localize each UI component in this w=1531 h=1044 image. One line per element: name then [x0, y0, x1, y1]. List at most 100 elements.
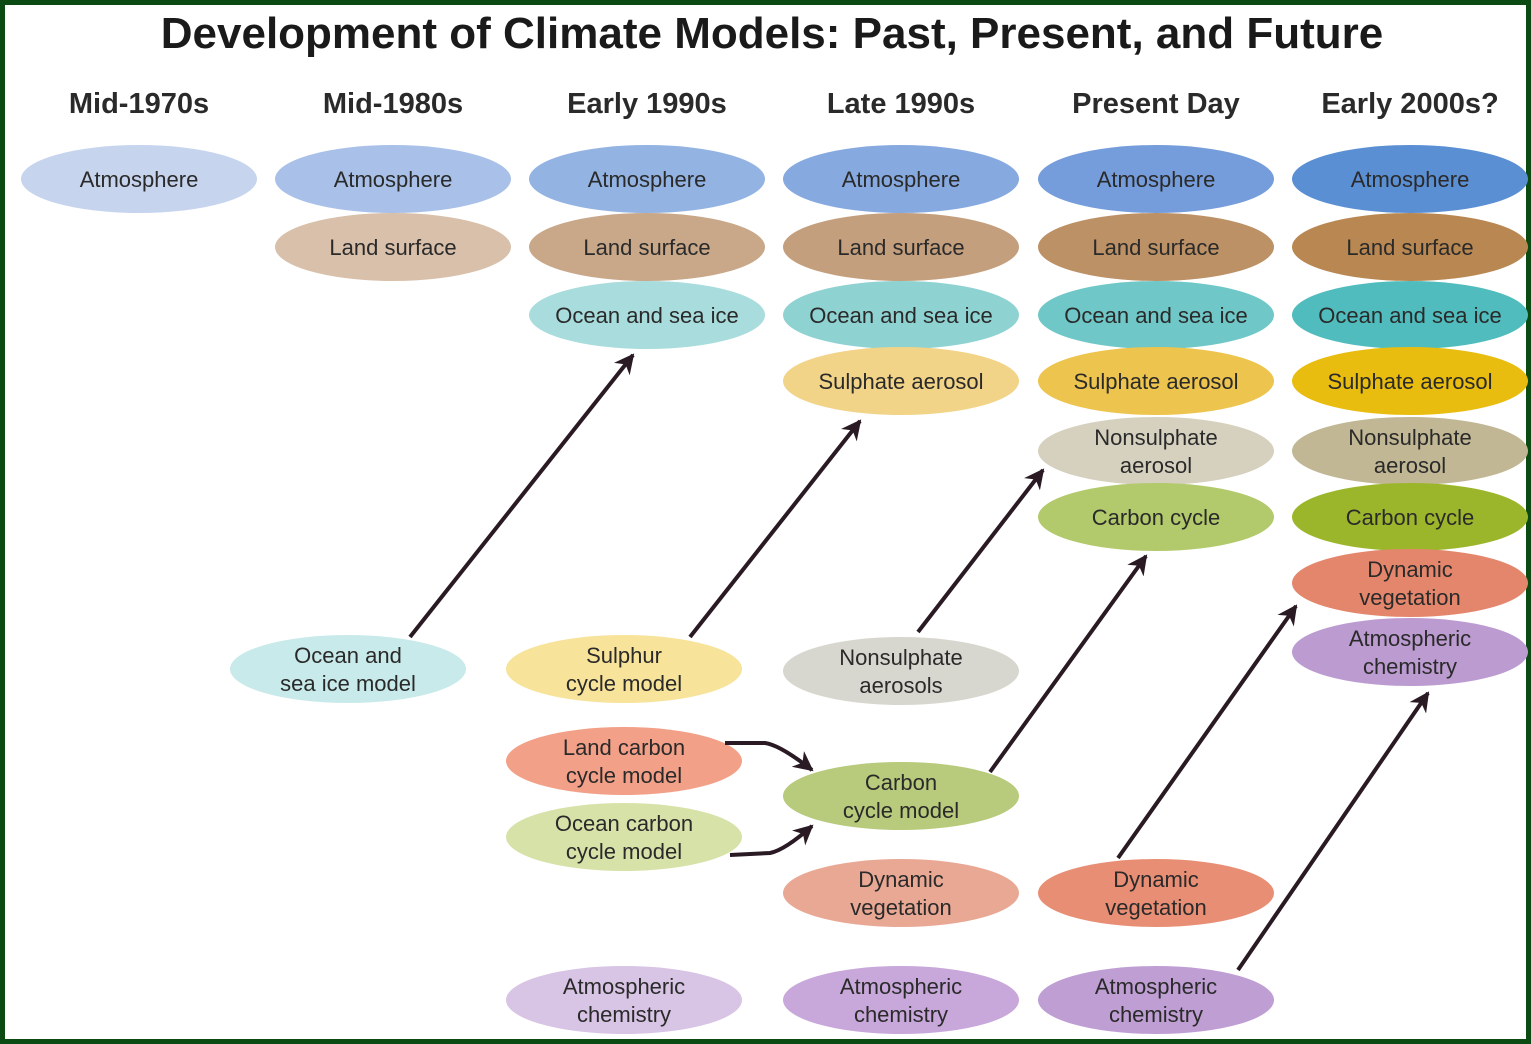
- ellipse: [1292, 281, 1528, 349]
- component: Atmosphere: [21, 145, 257, 213]
- label: Ocean and sea ice: [809, 303, 992, 328]
- ellipse: [275, 145, 511, 213]
- component: Atmosphere: [275, 145, 511, 213]
- column-heading: Early 2000s?: [1321, 88, 1498, 120]
- arrows: [408, 353, 1430, 972]
- label: chemistry: [1109, 1002, 1203, 1027]
- label: Atmosphere: [80, 167, 199, 192]
- label: Sulphur: [586, 643, 662, 668]
- label: vegetation: [1105, 895, 1207, 920]
- ellipse: [783, 762, 1019, 830]
- column-heading: Early 1990s: [567, 88, 727, 120]
- component: Ocean carbon cycle model: [506, 803, 742, 871]
- arrow: [988, 554, 1148, 774]
- ellipse: [1038, 213, 1274, 281]
- arrow: [725, 741, 814, 772]
- component: Atmosphere: [529, 145, 765, 213]
- component: Ocean and sea ice: [529, 281, 765, 349]
- label: Atmospheric: [840, 974, 962, 999]
- label: Atmosphere: [1351, 167, 1470, 192]
- component: Ocean and sea ice: [1292, 281, 1528, 349]
- label: Nonsulphate: [1094, 425, 1218, 450]
- arrow: [1236, 691, 1430, 972]
- component: Land carbon cycle model: [506, 727, 742, 795]
- ellipse: [506, 803, 742, 871]
- component: Land surface: [1292, 213, 1528, 281]
- ellipse: [506, 635, 742, 703]
- label: Ocean and: [294, 643, 402, 668]
- label: Atmosphere: [1097, 167, 1216, 192]
- component: Dynamic vegetation: [783, 859, 1019, 927]
- label: Nonsulphate: [1348, 425, 1472, 450]
- component: Carbon cycle: [1038, 483, 1274, 551]
- component: Ocean and sea ice: [1038, 281, 1274, 349]
- component: Atmospheric chemistry: [506, 966, 742, 1034]
- ellipse: [529, 213, 765, 281]
- label: Atmospheric: [563, 974, 685, 999]
- title: Development of Climate Models: Past, Pre…: [161, 9, 1383, 58]
- label: Carbon cycle: [1092, 505, 1220, 530]
- ellipse: [1038, 347, 1274, 415]
- label: chemistry: [577, 1002, 671, 1027]
- ellipse: [1038, 145, 1274, 213]
- arrow: [408, 353, 635, 639]
- component: Atmosphere: [783, 145, 1019, 213]
- ellipse: [783, 859, 1019, 927]
- ellipse: [1038, 483, 1274, 551]
- label: chemistry: [854, 1002, 948, 1027]
- component: Land surface: [529, 213, 765, 281]
- ellipse: [1292, 145, 1528, 213]
- component: Land surface: [275, 213, 511, 281]
- ellipse: [783, 966, 1019, 1034]
- component: Sulphate aerosol: [1038, 347, 1274, 415]
- component: Nonsulphate aerosols: [783, 637, 1019, 705]
- ellipse: [783, 281, 1019, 349]
- label: Land surface: [329, 235, 456, 260]
- label: Dynamic: [1113, 867, 1199, 892]
- ellipse: [1038, 966, 1274, 1034]
- ellipse: [275, 213, 511, 281]
- component: Ocean and sea ice: [783, 281, 1019, 349]
- arrow: [916, 468, 1045, 634]
- label: Sulphate aerosol: [818, 369, 983, 394]
- component: Land surface: [1038, 213, 1274, 281]
- component: Atmospheric chemistry: [1038, 966, 1274, 1034]
- component: Land surface: [783, 213, 1019, 281]
- label: Ocean carbon: [555, 811, 693, 836]
- label: Land surface: [1346, 235, 1473, 260]
- ellipse: [1292, 417, 1528, 485]
- label: aerosols: [859, 673, 942, 698]
- label: aerosol: [1120, 453, 1192, 478]
- label: cycle model: [566, 839, 682, 864]
- ellipse: [1292, 347, 1528, 415]
- column-heading: Late 1990s: [827, 88, 975, 120]
- label: Carbon: [865, 770, 937, 795]
- component: Atmosphere: [1038, 145, 1274, 213]
- label: Sulphate aerosol: [1327, 369, 1492, 394]
- label: vegetation: [850, 895, 952, 920]
- component: Nonsulphate aerosol: [1038, 417, 1274, 485]
- component: Dynamic vegetation: [1292, 549, 1528, 617]
- component: Sulphate aerosol: [783, 347, 1019, 415]
- component: Carbon cycle: [1292, 483, 1528, 551]
- label: Atmospheric: [1349, 626, 1471, 651]
- label: Land surface: [1092, 235, 1219, 260]
- arrow: [729, 824, 814, 857]
- label: aerosol: [1374, 453, 1446, 478]
- component: Carbon cycle model: [783, 762, 1019, 830]
- component: Atmospheric chemistry: [1292, 618, 1528, 686]
- ellipse: [783, 213, 1019, 281]
- label: cycle model: [566, 763, 682, 788]
- label: chemistry: [1363, 654, 1457, 679]
- ellipse: [783, 637, 1019, 705]
- label: cycle model: [843, 798, 959, 823]
- ellipse: [1038, 859, 1274, 927]
- label: Carbon cycle: [1346, 505, 1474, 530]
- label: Dynamic: [1367, 557, 1453, 582]
- label: Atmosphere: [334, 167, 453, 192]
- ellipse: [1038, 417, 1274, 485]
- label: Sulphate aerosol: [1073, 369, 1238, 394]
- component: Ocean and sea ice model: [230, 635, 466, 703]
- label: cycle model: [566, 671, 682, 696]
- column-heading: Mid-1970s: [69, 88, 209, 120]
